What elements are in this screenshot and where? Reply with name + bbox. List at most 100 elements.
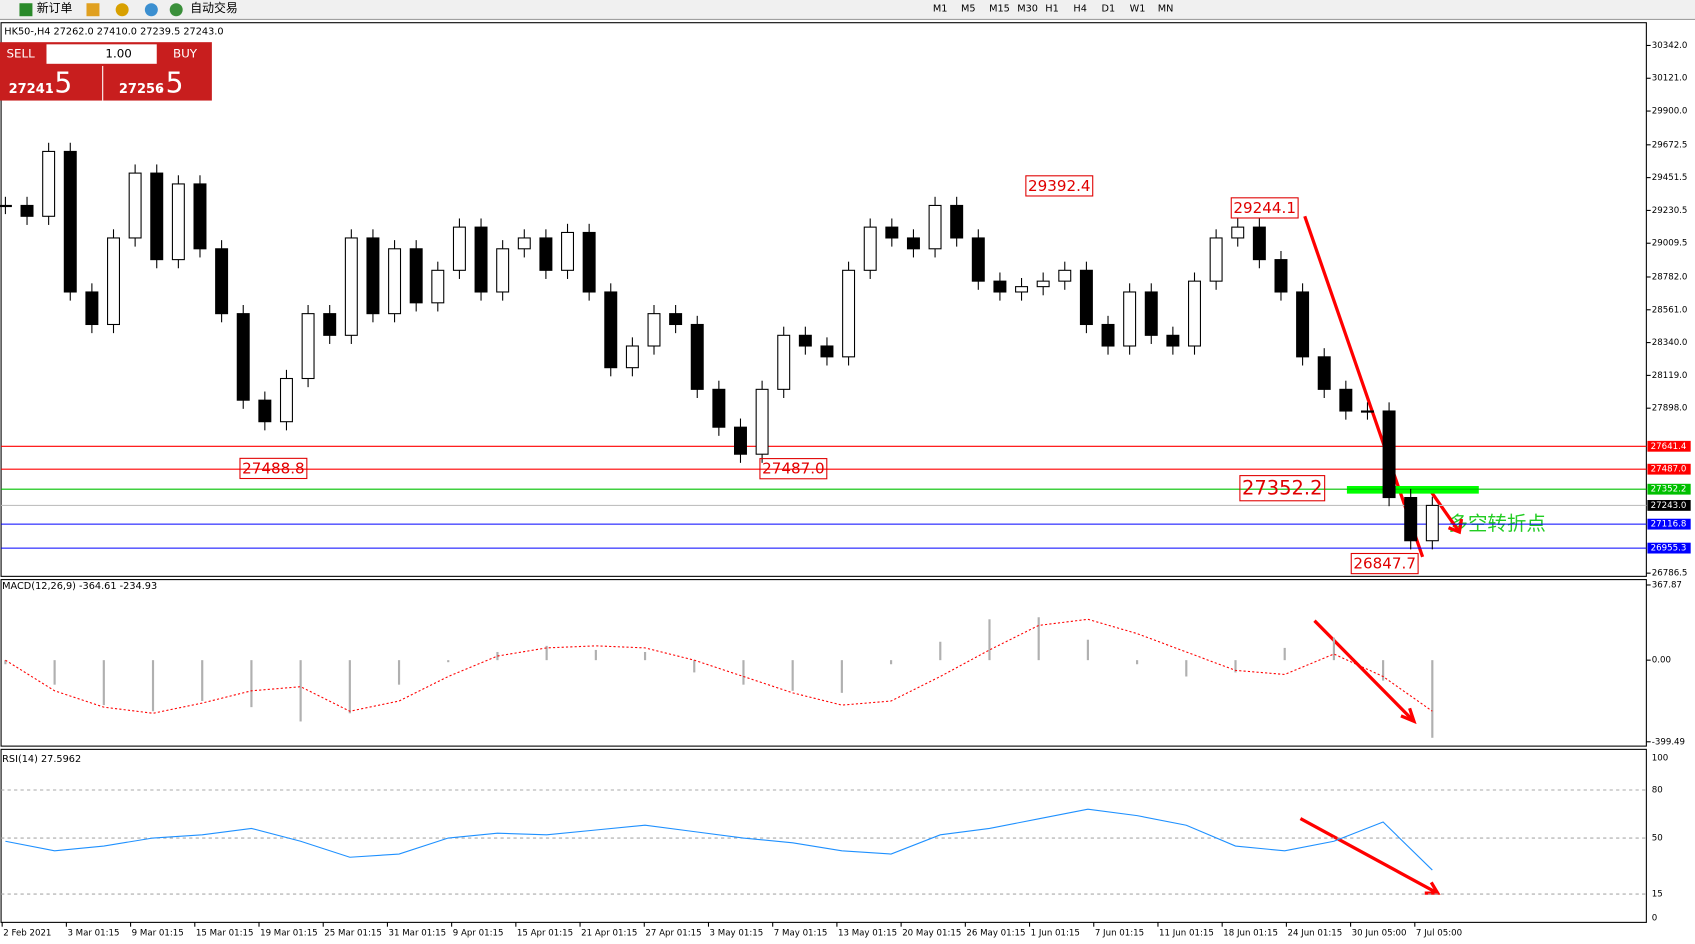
candle-body: [1317, 356, 1331, 390]
candle-body: [1339, 388, 1353, 412]
candle-body: [1274, 259, 1288, 293]
macd-panel: [0, 579, 1647, 747]
y-tick-label: 28782.0: [1652, 272, 1688, 282]
candle-body: [1382, 410, 1396, 499]
timeframe[interactable]: M1: [933, 4, 948, 15]
sell-button[interactable]: SELL: [6, 47, 35, 61]
macd-bar: [447, 660, 450, 663]
x-tick-label: 24 Jun 01:15: [1287, 929, 1342, 939]
toolbar-buttons: 新订单 自动交易 M1 M5 M15 M30 H1 H4 D1 W1 MN: [19, 1, 1174, 17]
macd-bar: [1185, 660, 1188, 677]
level-tag: [1647, 440, 1691, 452]
x-tick-label: 13 May 01:15: [838, 929, 897, 939]
macd-bar: [643, 651, 647, 661]
price-annotation: 26847.7: [1353, 555, 1416, 573]
candle-body: [388, 248, 402, 315]
candle-body: [496, 248, 510, 293]
level-label: 27352.2: [1651, 485, 1687, 495]
y-tick-label: -399.49: [1652, 737, 1685, 747]
x-tick-label: 3 Mar 01:15: [67, 929, 119, 939]
timeframe[interactable]: M5: [961, 4, 976, 15]
candle-body: [215, 248, 229, 315]
y-tick-label: 29230.5: [1652, 206, 1688, 216]
x-tick-label: 1 Jun 01:15: [1031, 929, 1080, 939]
annotation-box: [759, 458, 828, 480]
annotation-box: [1350, 552, 1419, 575]
candle-body: [928, 204, 942, 250]
x-tick-label: 25 Mar 01:15: [324, 929, 382, 939]
level-label: 27243.0: [1651, 501, 1687, 511]
timeframe[interactable]: D1: [1102, 4, 1116, 15]
annotation-box: [1025, 175, 1094, 197]
macd-bar: [102, 660, 105, 706]
timeframes: M1 M5 M15 M30 H1 H4 D1 W1 MN: [933, 4, 1174, 15]
macd-bar: [840, 660, 843, 693]
candle-body: [1123, 291, 1137, 347]
arrow: [1303, 215, 1425, 558]
x-tick-label: 15 Apr 01:15: [517, 929, 573, 939]
new-order[interactable]: 新订单: [37, 1, 73, 15]
candle-body: [863, 226, 877, 271]
level-tag: [1647, 463, 1691, 475]
lot-box[interactable]: [46, 44, 157, 64]
candle-body: [1166, 334, 1180, 347]
x-tick-label: 15 Mar 01:15: [196, 929, 254, 939]
auto-trading[interactable]: 自动交易: [190, 1, 237, 15]
x-tick-label: 19 Mar 01:15: [260, 929, 318, 939]
timeframe[interactable]: W1: [1130, 4, 1146, 15]
macd-bar: [1332, 637, 1335, 661]
x-tick-label: 27 Apr 01:15: [645, 929, 701, 939]
x-tick-label: 11 Jun 01:15: [1159, 929, 1214, 939]
macd-bar: [201, 660, 204, 702]
level-tag: [1647, 518, 1691, 530]
level-label: 27641.4: [1651, 442, 1687, 452]
macd-bar: [988, 619, 991, 661]
candle-body: [1360, 410, 1374, 413]
bid-frac: .5: [45, 66, 72, 99]
candle-body: [842, 269, 856, 358]
candle-body: [712, 388, 726, 428]
candle-body: [323, 313, 337, 336]
candle-body: [452, 226, 466, 271]
candle-body: [1209, 237, 1223, 282]
timeframe[interactable]: MN: [1158, 4, 1174, 15]
timeframe[interactable]: M30: [1017, 4, 1038, 15]
ask-frac: .5: [157, 66, 184, 99]
y-tick-label: 50: [1652, 834, 1663, 844]
timeframe[interactable]: H1: [1045, 4, 1058, 15]
candle-body: [1252, 226, 1266, 261]
rsi-panel: [0, 748, 1647, 923]
candle-body: [777, 334, 791, 390]
macd-bar: [594, 649, 597, 661]
level-label: 27116.8: [1651, 520, 1687, 530]
candle-body: [647, 313, 661, 347]
timeframe[interactable]: H4: [1073, 4, 1086, 15]
trade-panel: SELL BUY 1.00 27241 .5 27256 .5: [0, 42, 212, 101]
x-tick-label: 18 Jun 01:15: [1223, 929, 1278, 939]
macd-bar: [1382, 660, 1385, 681]
turning-point-note: 多空转折点: [1449, 512, 1546, 535]
timeframe[interactable]: M15: [989, 4, 1010, 15]
x-tick-label: 7 May 01:15: [774, 929, 828, 939]
y-tick-label: 80: [1652, 785, 1663, 795]
candle-body: [128, 172, 142, 239]
icon: [86, 3, 100, 17]
macd-bar: [1283, 647, 1286, 661]
candle-body: [1231, 226, 1245, 239]
candle-body: [625, 345, 639, 369]
candle-body: [0, 204, 12, 208]
candle-body: [539, 237, 553, 271]
annotation-box: [1239, 475, 1326, 502]
y-tick-label: 27898.0: [1652, 404, 1688, 414]
candle-body: [950, 204, 964, 239]
candle-body: [474, 226, 488, 293]
icon: [115, 3, 129, 17]
candle-body: [582, 231, 596, 293]
x-tick-label: 20 May 01:15: [902, 929, 961, 939]
macd-bar: [545, 645, 548, 661]
macd-bar: [1086, 639, 1089, 661]
candle-body: [885, 226, 899, 239]
main-panel: [0, 22, 1647, 577]
buy-button[interactable]: BUY: [173, 47, 198, 61]
